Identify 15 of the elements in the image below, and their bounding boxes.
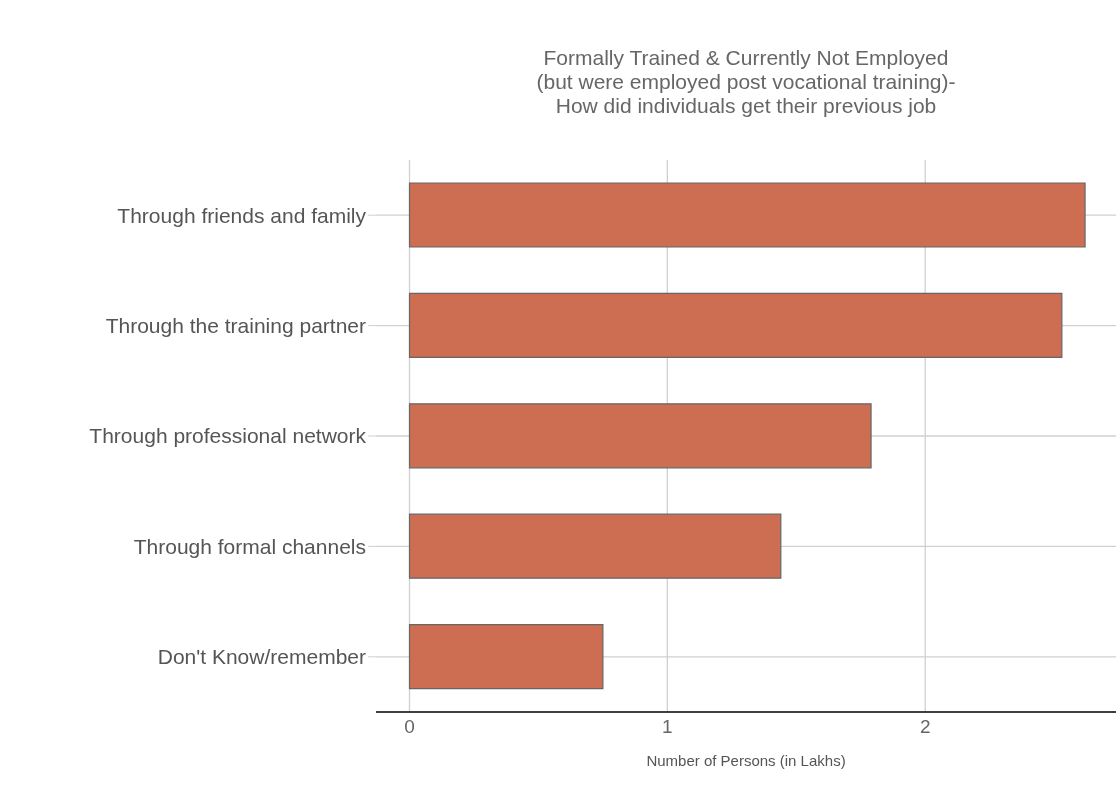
- x-tick-label: 0: [404, 716, 415, 738]
- chart-title: Formally Trained & Currently Not Employed (but were employed post vocational training)- How did individuals get their previous job: [535, 46, 957, 118]
- y-tick-label: Through professional network: [89, 424, 367, 448]
- x-axis-title: Number of Persons (in Lakhs): [646, 752, 846, 769]
- x-tick-label: 2: [919, 716, 931, 738]
- y-tick-label: Through friends and family: [117, 203, 367, 227]
- bar: [408, 624, 604, 690]
- bar: [408, 182, 1086, 248]
- x-tick-label: 1: [662, 716, 673, 738]
- y-tick-label: Don't Know/remember: [157, 645, 366, 669]
- bar: [408, 403, 872, 469]
- y-tick-label: Through the training partner: [105, 314, 366, 338]
- bar: [408, 513, 782, 579]
- y-tick-label: Through formal channels: [133, 534, 366, 558]
- bar: [408, 292, 1063, 358]
